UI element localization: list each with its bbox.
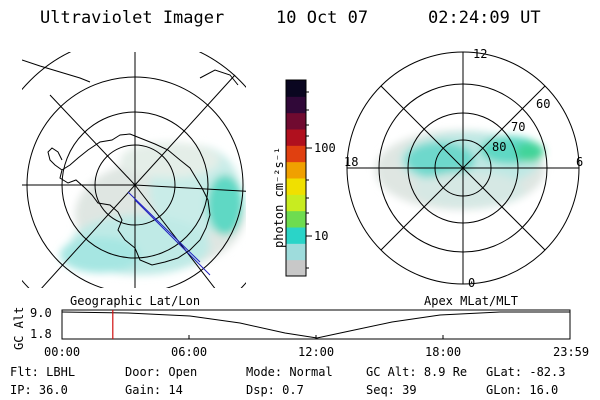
info-ip: IP: 36.0 (10, 383, 68, 397)
info-filter: Flt: LBHL (10, 365, 76, 379)
colorbar-segment (286, 96, 306, 114)
colorbar-segment (286, 210, 306, 228)
left-aurora-emission (60, 142, 245, 275)
colorbar-tick-10: 10 (314, 229, 329, 243)
altitude-curve (61, 311, 570, 339)
mlt-label-18: 18 (344, 155, 359, 169)
timeline-frame (61, 309, 571, 340)
timeline-xtick-0600: 06:00 (171, 345, 208, 359)
colorbar-segment (286, 80, 306, 97)
timeline-ylabel: GC Alt (12, 306, 26, 350)
apex-map-label: Apex MLat/MLT (424, 294, 518, 308)
apex-map (346, 51, 580, 285)
geographic-map (22, 52, 246, 288)
mlt-label-0: 0 (468, 276, 476, 290)
colorbar-segments (286, 80, 306, 277)
colorbar-segment (286, 145, 306, 163)
mlt-meridian-15-3 (380, 85, 546, 251)
mlt-label-6: 6 (576, 155, 584, 169)
colorbar-segment (286, 129, 306, 146)
time-label: 02:24:09 UT (428, 8, 541, 28)
date-label: 10 Oct 07 (276, 8, 369, 28)
terminator-lines (127, 191, 211, 276)
colorbar-segment (286, 227, 306, 244)
info-dsp: Dsp: 0.7 (246, 383, 304, 397)
info-door: Door: Open (125, 365, 198, 379)
colorbar-segment (286, 194, 306, 212)
antarctic-peninsula (47, 147, 63, 171)
colorbar (285, 79, 312, 277)
instrument-title: Ultraviolet Imager (40, 8, 225, 28)
colorbar-segment (286, 178, 306, 195)
colorbar-unit-label: photon cm⁻²s⁻¹ (272, 146, 286, 248)
right-aurora-emission (375, 130, 545, 210)
colorbar-segment (286, 161, 306, 179)
colorbar-segment (286, 259, 306, 277)
altitude-timeline (61, 309, 571, 340)
mlat-label-70: 70 (511, 120, 526, 134)
info-glat: GLat: -82.3 (486, 365, 566, 379)
timeline-ytick-max: 9.0 (30, 306, 52, 320)
colorbar-tick-marks (306, 91, 312, 269)
colorbar-frame (285, 79, 307, 277)
colorbar-segment (286, 112, 306, 130)
info-glon: GLon: 16.0 (486, 383, 559, 397)
timeline-ticks (61, 335, 571, 339)
timeline-xtick-0000: 00:00 (44, 345, 81, 359)
south-america-tip (22, 59, 239, 86)
info-seq: Seq: 39 (366, 383, 417, 397)
timeline-xtick-1800: 18:00 (425, 345, 462, 359)
colorbar-tick-100: 100 (314, 141, 336, 155)
info-gc-alt: GC Alt: 8.9 Re (366, 365, 468, 379)
timeline-xtick-1200: 12:00 (298, 345, 335, 359)
geographic-map-label: Geographic Lat/Lon (70, 294, 201, 308)
timeline-xtick-2359: 23:59 (553, 345, 590, 359)
colorbar-segment (286, 243, 306, 261)
timeline-ytick-min: 1.8 (30, 327, 52, 341)
mlat-label-60: 60 (536, 97, 551, 111)
info-mode: Mode: Normal (246, 365, 333, 379)
mlt-label-12: 12 (473, 47, 488, 61)
mlat-label-80: 80 (492, 140, 507, 154)
info-gain: Gain: 14 (125, 383, 183, 397)
